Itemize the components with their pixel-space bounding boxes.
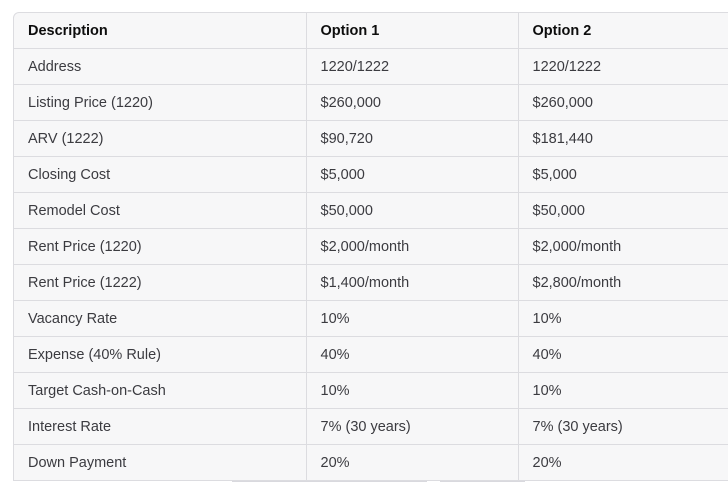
scroll-shadow-right: [440, 481, 525, 484]
table-header: Description Option 1 Option 2: [14, 13, 728, 49]
option-1-cell: $5,000: [305, 156, 518, 193]
option-1-cell: $1,400/month: [305, 264, 518, 301]
option-2-cell: $260,000: [517, 84, 728, 121]
description-cell: Interest Rate: [14, 408, 306, 445]
table-body: Address 1220/1222 1220/1222 Listing Price (…: [14, 48, 728, 480]
option-1-cell: 10%: [305, 372, 518, 409]
description-cell: Expense (40% Rule): [14, 336, 306, 373]
description-cell: Listing Price (1220): [14, 84, 306, 121]
scroll-shadow-left: [232, 481, 427, 484]
table-row: Target Cash-on-Cash 10% 10%: [14, 372, 728, 409]
option-1-cell: $50,000: [305, 192, 518, 229]
option-2-cell: $5,000: [517, 156, 728, 193]
table-row: ARV (1222) $90,720 $181,440: [14, 120, 728, 157]
table-row: Down Payment 20% 20%: [14, 444, 728, 480]
option-2-cell: 40%: [517, 336, 728, 373]
description-cell: Remodel Cost: [14, 192, 306, 229]
table-row: Interest Rate 7% (30 years) 7% (30 years): [14, 408, 728, 445]
column-header-description: Description: [14, 13, 306, 49]
option-2-cell: 7% (30 years): [517, 408, 728, 445]
table-row: Rent Price (1220) $2,000/month $2,000/mont…: [14, 228, 728, 265]
option-2-cell: $2,800/month: [517, 264, 728, 301]
option-2-cell: 1220/1222: [517, 48, 728, 85]
description-cell: Vacancy Rate: [14, 300, 306, 337]
option-2-cell: $50,000: [517, 192, 728, 229]
option-2-cell: 10%: [517, 372, 728, 409]
table-row: Remodel Cost $50,000 $50,000: [14, 192, 728, 229]
description-cell: Down Payment: [28, 454, 127, 471]
option-2-cell: $181,440: [517, 120, 728, 157]
option-1-cell: $2,000/month: [305, 228, 518, 265]
table-row: Vacancy Rate 10% 10%: [14, 300, 728, 337]
comparison-table-container: Description Option 1 Option 2 Address 122…: [13, 12, 728, 481]
table-row: Rent Price (1222) $1,400/month $2,800/mont…: [14, 264, 728, 301]
description-cell: Closing Cost: [14, 156, 306, 193]
table-row: Expense (40% Rule) 40% 40%: [14, 336, 728, 373]
table-header-row: Description Option 1 Option 2: [14, 13, 728, 49]
option-1-cell: 40%: [305, 336, 518, 373]
table-row: Address 1220/1222 1220/1222: [14, 48, 728, 85]
description-cell: Rent Price (1220): [14, 228, 306, 265]
column-header-option-1: Option 1: [305, 13, 518, 49]
description-cell: Rent Price (1222): [14, 264, 306, 301]
option-2-cell: 20%: [517, 444, 728, 480]
description-cell: Address: [14, 48, 306, 85]
option-2-cell: $2,000/month: [517, 228, 728, 265]
option-1-cell: 10%: [305, 300, 518, 337]
option-2-cell: 10%: [517, 300, 728, 337]
description-cell: ARV (1222): [14, 120, 306, 157]
column-header-option-2: Option 2: [517, 13, 728, 49]
option-1-cell: $90,720: [305, 120, 518, 157]
option-1-cell: 1220/1222: [305, 48, 518, 85]
option-1-cell: 20%: [305, 444, 518, 480]
option-1-cell: 7% (30 years): [305, 408, 518, 445]
table-row: Closing Cost $5,000 $5,000: [14, 156, 728, 193]
table-row: Listing Price (1220) $260,000 $260,000: [14, 84, 728, 121]
description-cell: Target Cash-on-Cash: [14, 372, 306, 409]
option-1-cell: $260,000: [305, 84, 518, 121]
comparison-table: Description Option 1 Option 2 Address 122…: [14, 13, 728, 480]
